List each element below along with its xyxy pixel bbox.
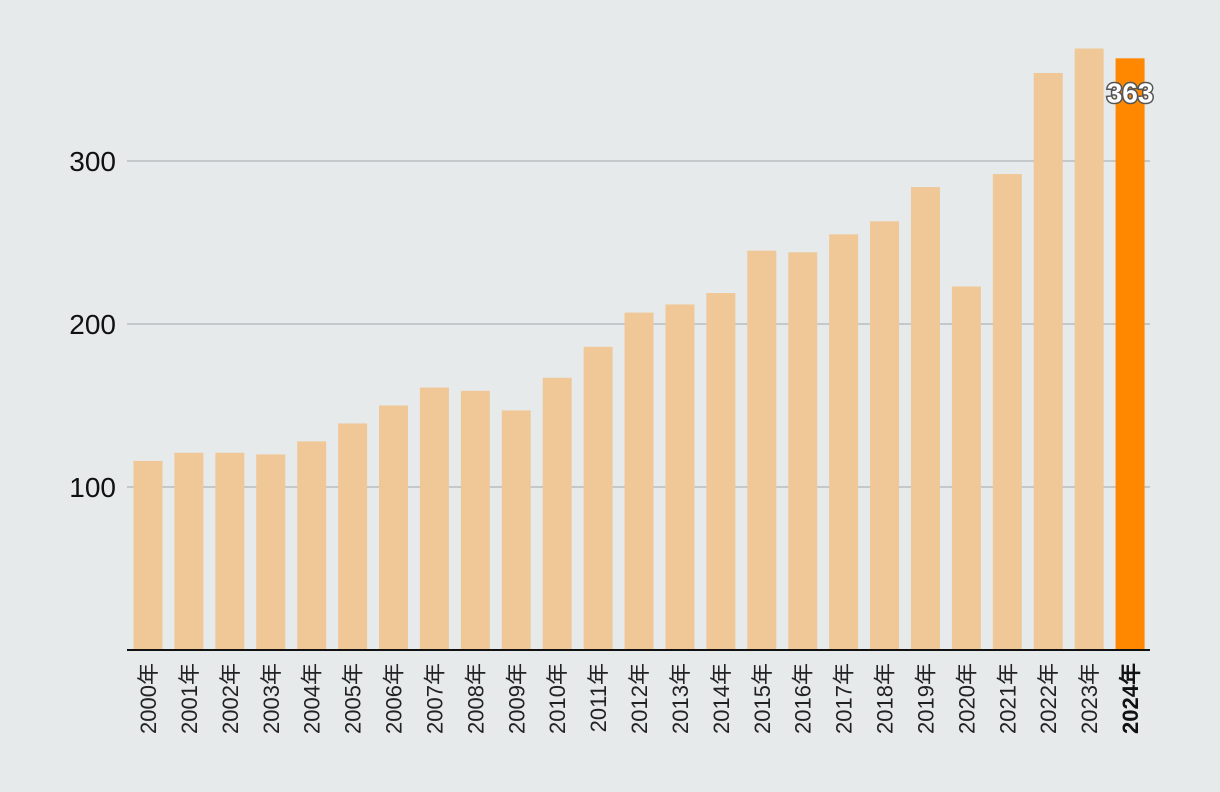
y-tick-label: 200 <box>69 309 116 340</box>
bar-2000年 <box>133 460 163 650</box>
y-axis-ticks: 100 200 300 <box>69 146 116 503</box>
bars <box>133 48 1145 651</box>
bar-2002年 <box>215 452 245 650</box>
x-tick-label: 2020年 <box>954 663 979 734</box>
bar-2005年 <box>338 423 368 650</box>
x-tick-label: 2001年 <box>177 663 202 734</box>
x-tick-label: 2010年 <box>545 663 570 734</box>
y-tick-label: 300 <box>69 146 116 177</box>
x-tick-label: 2006年 <box>382 663 407 734</box>
bar-2013年 <box>665 304 695 650</box>
x-tick-label: 2003年 <box>259 663 284 734</box>
bar-2004年 <box>297 441 327 650</box>
x-tick-label: 2015年 <box>750 663 775 734</box>
x-tick-label: 2013年 <box>668 663 693 734</box>
bar-2012年 <box>624 312 654 650</box>
x-tick-label: 2005年 <box>341 663 366 734</box>
bar-2024年 <box>1115 58 1145 651</box>
x-tick-label: 2024年 <box>1118 663 1143 734</box>
bar-2019年 <box>910 187 940 650</box>
bar-2022年 <box>1033 72 1063 651</box>
x-tick-label: 2007年 <box>422 663 447 734</box>
x-tick-label: 2011年 <box>586 663 611 732</box>
x-tick-label: 2002年 <box>218 663 243 734</box>
bar-2015年 <box>747 250 777 650</box>
x-tick-label: 2022年 <box>1036 663 1061 734</box>
x-tick-label: 2023年 <box>1077 663 1102 734</box>
bar-2001年 <box>174 452 204 650</box>
bar-2007年 <box>419 387 449 650</box>
data-label-2024年: 363 <box>1107 77 1154 108</box>
bar-2021年 <box>992 174 1022 651</box>
bar-2003年 <box>256 454 286 650</box>
x-tick-label: 2004年 <box>300 663 325 734</box>
x-tick-label: 2018年 <box>873 663 898 734</box>
bar-2020年 <box>951 286 981 650</box>
x-axis-ticks: 2000年 2001年 2002年 2003年 2004年 2005年 2006年 2007年… <box>136 663 1143 734</box>
x-tick-label: 2019年 <box>913 663 938 734</box>
bar-2017年 <box>829 234 859 650</box>
x-tick-label: 2012年 <box>627 663 652 734</box>
x-tick-label: 2008年 <box>463 663 488 734</box>
x-tick-label: 2021年 <box>995 663 1020 734</box>
data-labels: 363 <box>1105 76 1155 110</box>
bar-2009年 <box>501 410 531 650</box>
bar-2016年 <box>788 252 818 650</box>
bar-2023年 <box>1074 48 1104 650</box>
y-tick-label: 100 <box>69 472 116 503</box>
bar-2008年 <box>460 390 490 650</box>
bar-2014年 <box>706 293 736 650</box>
bar-2018年 <box>870 221 900 650</box>
x-tick-label: 2016年 <box>791 663 816 734</box>
bar-2011年 <box>583 346 613 650</box>
x-tick-label: 2000年 <box>136 663 161 734</box>
x-tick-label: 2009年 <box>504 663 529 734</box>
x-tick-label: 2014年 <box>709 663 734 734</box>
x-tick-label: 2017年 <box>832 663 857 734</box>
bar-2006年 <box>379 405 409 650</box>
bar-2010年 <box>542 377 572 650</box>
